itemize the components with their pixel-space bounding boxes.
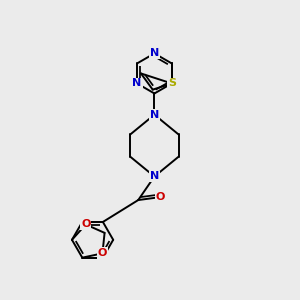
Text: N: N — [133, 79, 142, 88]
Text: O: O — [156, 192, 165, 202]
Text: O: O — [98, 248, 107, 258]
Text: N: N — [150, 172, 159, 182]
Text: N: N — [150, 48, 159, 59]
Text: S: S — [168, 79, 176, 88]
Text: O: O — [81, 220, 91, 230]
Text: N: N — [150, 110, 159, 120]
